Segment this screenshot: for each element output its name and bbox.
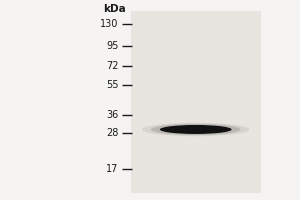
Text: 55: 55 (106, 80, 118, 90)
Text: 36: 36 (106, 110, 118, 120)
Text: kDa: kDa (103, 4, 126, 14)
Bar (130, 11, 261, 193)
Text: 17: 17 (106, 164, 118, 174)
Text: 72: 72 (106, 61, 118, 71)
Ellipse shape (151, 124, 241, 135)
Text: 28: 28 (106, 128, 118, 138)
Text: 95: 95 (106, 41, 118, 51)
Text: 130: 130 (100, 19, 118, 29)
Ellipse shape (142, 123, 250, 136)
Ellipse shape (160, 125, 232, 134)
